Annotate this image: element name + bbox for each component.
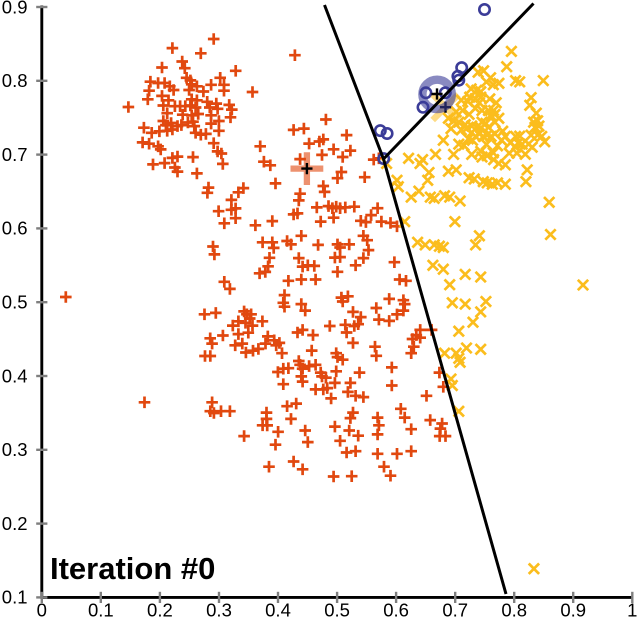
svg-text:0.7: 0.7 [442,600,468,620]
svg-text:0.2: 0.2 [2,513,28,534]
svg-text:0.6: 0.6 [383,600,409,620]
svg-text:0.3: 0.3 [2,439,28,460]
svg-text:0.4: 0.4 [2,365,28,386]
svg-text:Iteration #0: Iteration #0 [50,551,215,586]
svg-text:0.8: 0.8 [2,70,28,91]
svg-text:0.1: 0.1 [88,600,114,620]
svg-text:0: 0 [37,600,47,620]
svg-text:0.5: 0.5 [324,600,350,620]
svg-text:0.9: 0.9 [2,0,28,17]
svg-text:0.2: 0.2 [147,600,173,620]
svg-text:0.9: 0.9 [560,600,586,620]
svg-text:0.4: 0.4 [265,600,291,620]
svg-text:0.5: 0.5 [2,292,28,313]
svg-text:0.1: 0.1 [2,587,28,608]
svg-text:0.8: 0.8 [501,600,527,620]
svg-text:0.6: 0.6 [2,218,28,239]
svg-text:0.7: 0.7 [2,144,28,165]
svg-text:0.3: 0.3 [206,600,232,620]
svg-text:1: 1 [627,600,637,620]
